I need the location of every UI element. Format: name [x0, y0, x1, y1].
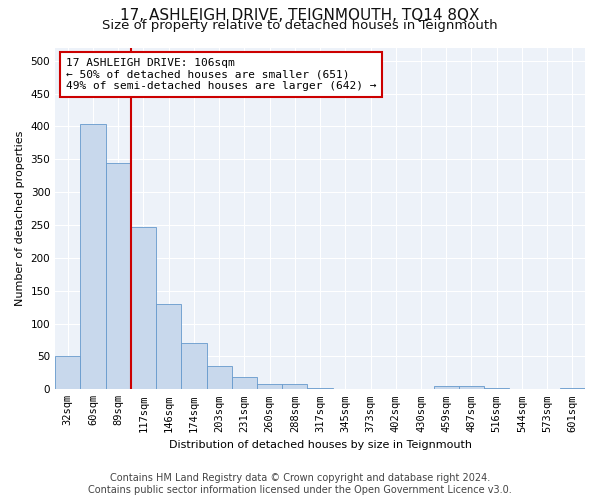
Text: Contains HM Land Registry data © Crown copyright and database right 2024.
Contai: Contains HM Land Registry data © Crown c…: [88, 474, 512, 495]
Bar: [106, 162, 131, 390]
Bar: [383, 388, 409, 390]
Bar: [257, 384, 282, 390]
Bar: [358, 388, 383, 390]
Text: 17, ASHLEIGH DRIVE, TEIGNMOUTH, TQ14 8QX: 17, ASHLEIGH DRIVE, TEIGNMOUTH, TQ14 8QX: [120, 8, 480, 22]
Bar: [484, 388, 509, 390]
Bar: [459, 386, 484, 390]
Bar: [181, 344, 206, 390]
Bar: [307, 388, 332, 390]
Text: 17 ASHLEIGH DRIVE: 106sqm
← 50% of detached houses are smaller (651)
49% of semi: 17 ASHLEIGH DRIVE: 106sqm ← 50% of detac…: [66, 58, 376, 91]
Bar: [535, 388, 560, 390]
Bar: [409, 388, 434, 390]
Bar: [560, 388, 585, 390]
Bar: [131, 227, 156, 390]
X-axis label: Distribution of detached houses by size in Teignmouth: Distribution of detached houses by size …: [169, 440, 472, 450]
Bar: [206, 366, 232, 390]
Y-axis label: Number of detached properties: Number of detached properties: [15, 130, 25, 306]
Bar: [434, 386, 459, 390]
Bar: [156, 304, 181, 390]
Text: Size of property relative to detached houses in Teignmouth: Size of property relative to detached ho…: [102, 19, 498, 32]
Bar: [232, 378, 257, 390]
Bar: [332, 388, 358, 390]
Bar: [282, 384, 307, 390]
Bar: [55, 356, 80, 390]
Bar: [509, 388, 535, 390]
Bar: [80, 124, 106, 390]
